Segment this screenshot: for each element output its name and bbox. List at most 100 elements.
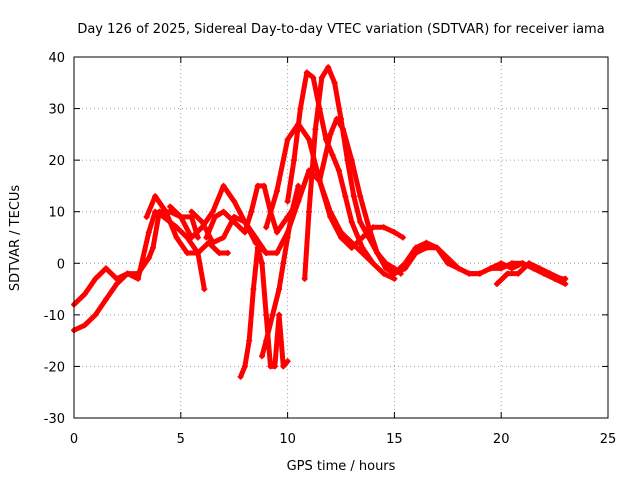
y-tick-label: 20 xyxy=(48,154,65,169)
data-point xyxy=(156,208,163,215)
data-point xyxy=(194,234,201,241)
data-point xyxy=(237,373,244,380)
series-sat-g xyxy=(237,244,291,380)
x-tick-label: 0 xyxy=(70,432,78,447)
data-point xyxy=(220,208,227,215)
data-point xyxy=(276,286,283,293)
data-point xyxy=(273,229,280,236)
data-point xyxy=(350,193,357,200)
data-point xyxy=(254,182,261,189)
data-point xyxy=(152,193,159,200)
data-point xyxy=(135,270,142,277)
data-point xyxy=(269,311,276,318)
data-point xyxy=(188,234,195,241)
data-point xyxy=(359,244,366,251)
data-point xyxy=(297,105,304,112)
data-point xyxy=(357,219,364,225)
series-trace xyxy=(238,245,291,380)
data-point xyxy=(562,275,569,282)
data-point xyxy=(143,213,150,220)
data-point xyxy=(325,64,332,71)
series-layer xyxy=(71,64,569,380)
data-point xyxy=(276,311,283,318)
data-point xyxy=(273,188,280,195)
data-point xyxy=(526,260,532,267)
data-point xyxy=(220,234,227,241)
data-point xyxy=(348,244,355,251)
data-point xyxy=(145,255,152,262)
data-point xyxy=(261,182,268,189)
data-point xyxy=(318,74,325,81)
data-point xyxy=(340,126,347,133)
data-point xyxy=(81,291,88,298)
data-point xyxy=(103,296,109,303)
data-point xyxy=(519,260,526,267)
x-axis-label: GPS time / hours xyxy=(287,459,396,474)
data-point xyxy=(306,208,312,215)
data-point xyxy=(220,182,227,189)
data-point xyxy=(498,260,505,267)
data-point xyxy=(284,198,291,205)
data-point xyxy=(335,167,342,174)
data-point xyxy=(241,363,248,370)
data-point xyxy=(412,244,419,251)
data-point xyxy=(280,363,287,370)
data-point xyxy=(508,265,515,272)
data-point xyxy=(370,260,376,267)
data-point xyxy=(338,234,344,241)
series-trace xyxy=(317,116,483,277)
series-trace xyxy=(167,183,269,256)
data-point xyxy=(212,213,218,220)
data-point xyxy=(374,250,381,256)
data-point xyxy=(201,286,208,293)
data-point xyxy=(562,280,569,287)
data-point xyxy=(145,229,152,236)
data-point xyxy=(466,270,473,277)
data-point xyxy=(327,213,334,220)
data-point xyxy=(399,234,406,241)
data-point xyxy=(246,337,253,344)
y-tick-label: -20 xyxy=(44,360,65,375)
data-point xyxy=(536,265,543,272)
data-point xyxy=(515,270,522,277)
series-sat-c xyxy=(143,193,231,256)
chart-title: Day 126 of 2025, Sidereal Day-to-day VTE… xyxy=(77,22,604,37)
data-point xyxy=(301,275,308,282)
data-point xyxy=(504,270,511,277)
data-point xyxy=(284,136,291,143)
data-point xyxy=(382,265,389,272)
data-point xyxy=(263,250,270,256)
data-point xyxy=(391,270,398,277)
data-point xyxy=(547,270,554,277)
data-point xyxy=(124,270,131,277)
data-point xyxy=(402,260,409,267)
series-trace xyxy=(71,209,207,307)
y-tick-label: -30 xyxy=(44,412,65,427)
data-point xyxy=(365,224,372,231)
data-point xyxy=(203,234,210,241)
data-point xyxy=(194,250,201,256)
x-tick-label: 20 xyxy=(493,432,510,447)
data-point xyxy=(327,131,334,138)
data-point xyxy=(81,322,88,329)
data-point xyxy=(348,157,355,164)
data-point xyxy=(177,213,184,220)
data-point xyxy=(455,265,462,272)
data-point xyxy=(167,203,174,210)
y-tick-label: 10 xyxy=(48,206,65,221)
series-sat-h xyxy=(259,182,302,360)
x-tick-label: 5 xyxy=(177,432,185,447)
series-sat-o xyxy=(493,260,569,287)
data-point xyxy=(263,311,270,318)
data-point xyxy=(284,234,291,241)
series-trace xyxy=(189,168,376,266)
series-trace xyxy=(259,183,301,359)
data-point xyxy=(254,244,261,251)
data-point xyxy=(199,219,206,225)
data-point xyxy=(150,244,156,251)
data-point xyxy=(331,79,338,86)
data-point xyxy=(263,224,270,231)
data-point xyxy=(348,219,355,225)
data-point xyxy=(209,208,216,215)
data-point xyxy=(162,208,169,215)
